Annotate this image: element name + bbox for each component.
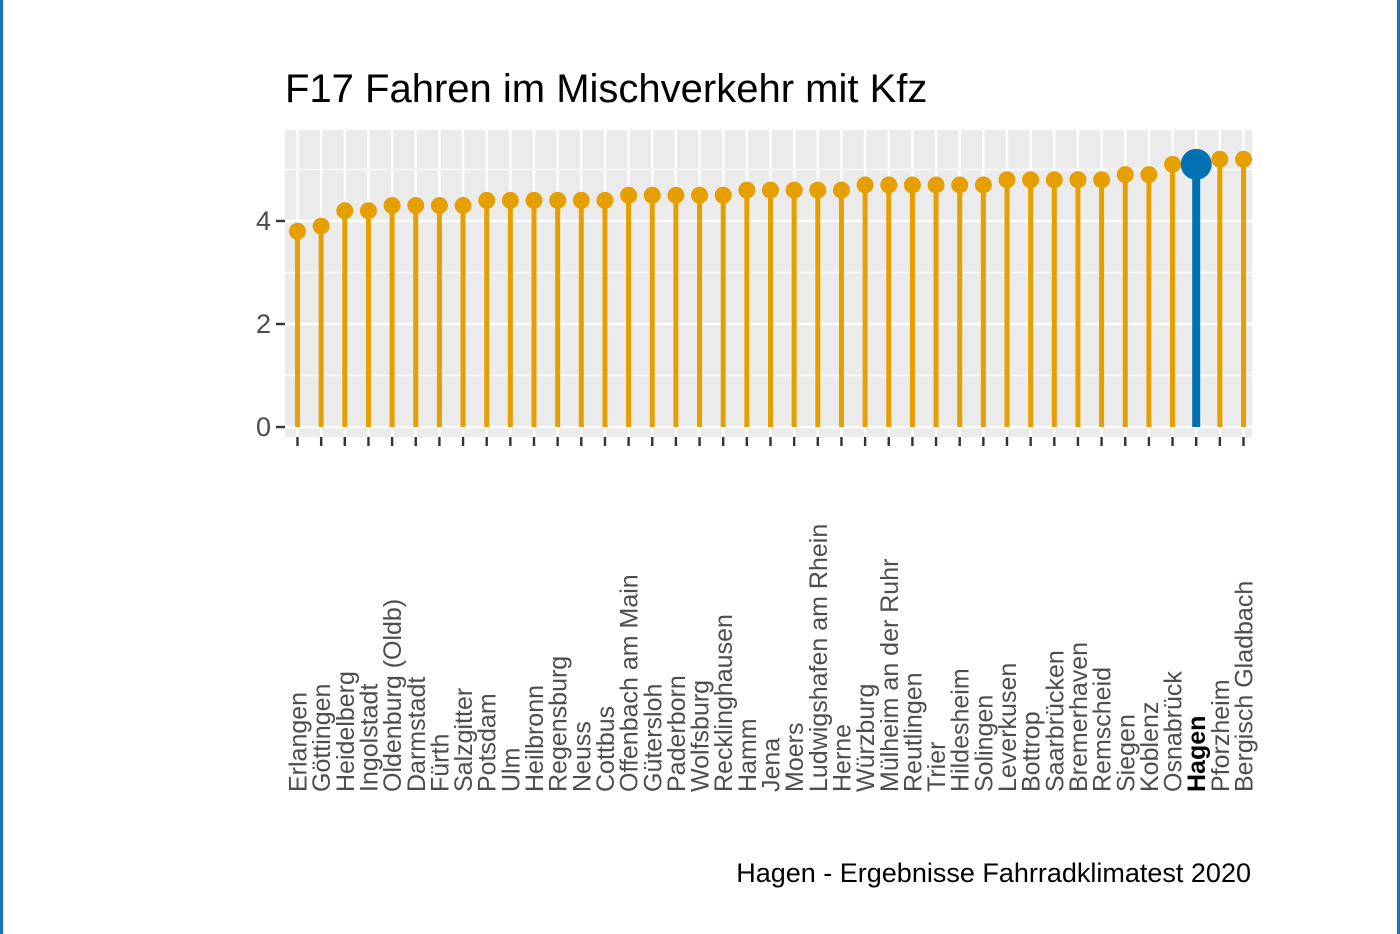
x-tick-label: Ludwigshafen am Rhein <box>805 524 833 792</box>
lollipop-point <box>1140 166 1158 184</box>
x-tick-label-highlight: Hagen <box>1183 716 1211 792</box>
lollipop-point <box>691 186 709 204</box>
lollipop-point <box>832 181 850 199</box>
lollipop-point <box>1116 166 1134 184</box>
lollipop-point <box>643 186 661 204</box>
lollipop-point <box>951 176 969 194</box>
lollipop-point <box>336 202 354 220</box>
data-marks <box>289 148 1252 427</box>
lollipop-point <box>383 197 401 215</box>
x-tick-label: Recklinghausen <box>710 614 738 792</box>
lollipop-point <box>359 202 377 220</box>
lollipop-point <box>1045 171 1063 189</box>
x-tick-label: Erlangen <box>285 692 313 792</box>
x-tick-label: Bottrop <box>1018 711 1046 792</box>
lollipop-point <box>809 181 827 199</box>
x-tick-label: Osnabrück <box>1160 671 1188 792</box>
lollipop-point <box>454 197 472 215</box>
lollipop-point <box>903 176 921 194</box>
lollipop-point <box>998 171 1016 189</box>
x-tick-label: Moers <box>781 723 809 792</box>
lollipop-point <box>714 186 732 204</box>
x-tick-label: Göttingen <box>308 684 336 792</box>
x-tick-label: Reutlingen <box>899 672 927 792</box>
x-tick-label: Remscheid <box>1089 667 1117 792</box>
lollipop-point <box>1164 155 1182 173</box>
lollipop-chart: F17 Fahren im Mischverkehr mit Kfz 0 2 4 E… <box>256 67 1259 888</box>
x-tick-label: Trier <box>923 742 951 792</box>
lollipop-point <box>762 181 779 199</box>
x-tick-label: Gütersloh <box>639 684 667 792</box>
x-tick-label: Heidelberg <box>332 671 360 792</box>
lollipop-point <box>1211 150 1229 168</box>
x-tick-label: Offenbach am Main <box>616 574 644 792</box>
lollipop-point <box>785 181 803 199</box>
x-tick-label: Fürth <box>426 734 454 792</box>
x-tick-label: Potsdam <box>474 693 502 792</box>
x-tick-label: Hamm <box>734 718 762 792</box>
x-tick-label: Hildesheim <box>947 668 975 792</box>
lollipop-point <box>1093 171 1111 189</box>
x-tick-label: Ingolstadt <box>355 684 383 792</box>
chart-title: F17 Fahren im Mischverkehr mit Kfz <box>285 67 927 111</box>
lollipop-point-highlight <box>1180 148 1212 180</box>
lollipop-point <box>1022 171 1040 189</box>
lollipop-point <box>1069 171 1087 189</box>
x-tick-label: Wolfsburg <box>687 680 715 792</box>
y-tick-label: 4 <box>256 206 271 236</box>
lollipop-point <box>572 191 590 209</box>
lollipop-point <box>667 186 685 204</box>
lollipop-point <box>430 197 448 215</box>
x-tick-label: Bergisch Gladbach <box>1231 581 1259 792</box>
lollipop-point <box>478 191 496 209</box>
x-tick-label: Bremerhaven <box>1065 642 1093 792</box>
x-tick-label: Jena <box>758 738 786 792</box>
y-tick-label: 0 <box>256 412 271 442</box>
lollipop-point <box>549 191 567 209</box>
x-tick-label: Paderborn <box>663 675 691 792</box>
x-tick-label: Herne <box>828 724 856 792</box>
x-tick-label: Neuss <box>568 721 596 792</box>
x-tick-label: Leverkusen <box>994 663 1022 792</box>
y-tick-label: 2 <box>256 309 271 339</box>
x-tick-label: Darmstadt <box>403 677 431 792</box>
lollipop-point <box>738 181 756 199</box>
lollipop-point <box>856 176 874 194</box>
x-tick-label: Koblenz <box>1136 702 1164 792</box>
x-axis: ErlangenGöttingenHeidelbergIngolstadtOld… <box>285 437 1259 792</box>
lollipop-point <box>289 222 306 240</box>
lollipop-point <box>880 176 898 194</box>
lollipop-point <box>620 186 638 204</box>
lollipop-point <box>407 197 425 215</box>
x-tick-label: Solingen <box>970 695 998 792</box>
x-tick-label: Salzgitter <box>450 688 478 792</box>
x-tick-label: Pforzheim <box>1207 679 1235 792</box>
chart-caption: Hagen - Ergebnisse Fahrradklimatest 2020 <box>736 858 1251 888</box>
lollipop-point <box>525 191 543 209</box>
x-tick-label: Cottbus <box>592 706 620 792</box>
y-axis: 0 2 4 <box>256 206 285 442</box>
x-tick-label: Ulm <box>497 748 525 792</box>
x-tick-label: Oldenburg (Oldb) <box>379 599 407 792</box>
x-tick-label: Saarbrücken <box>1041 650 1069 792</box>
x-tick-label: Heilbronn <box>521 685 549 792</box>
x-tick-label: Würzburg <box>852 684 880 792</box>
lollipop-point <box>1235 150 1252 168</box>
x-tick-label: Regensburg <box>545 656 573 792</box>
lollipop-point <box>974 176 992 194</box>
lollipop-point <box>927 176 945 194</box>
lollipop-point <box>596 191 614 209</box>
x-tick-label: Mülheim an der Ruhr <box>876 559 904 792</box>
lollipop-point <box>312 217 330 235</box>
x-tick-label: Siegen <box>1112 714 1140 792</box>
lollipop-point <box>501 191 519 209</box>
